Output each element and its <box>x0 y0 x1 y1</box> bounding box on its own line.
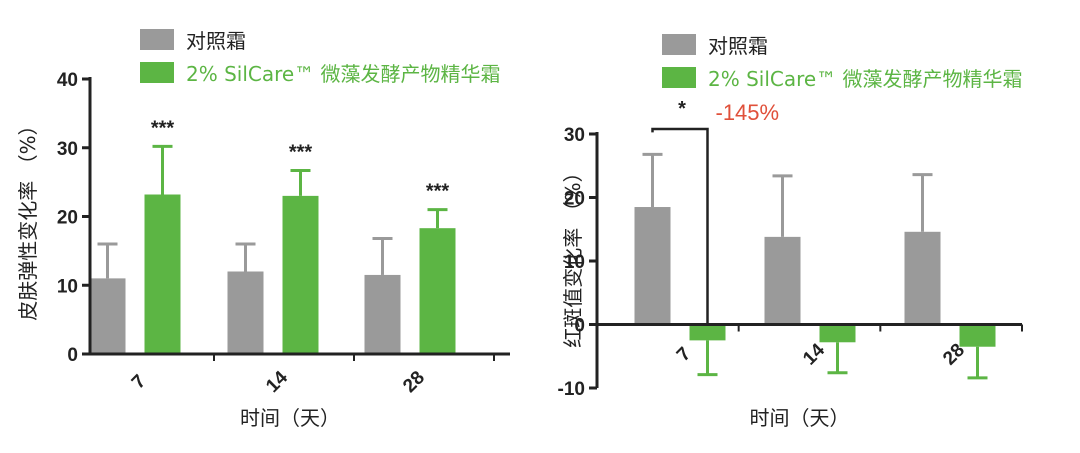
chart2-significance-label: * <box>678 98 686 120</box>
chart2-bar-treatment-14 <box>819 324 856 343</box>
chart1-bar-control-28 <box>364 274 401 354</box>
chart2-change-annotation: -145% <box>716 100 780 125</box>
chart1-y-axis-title: 皮肤弹性变化率 （%） <box>16 115 40 320</box>
chart2-y-tick-label-0: -10 <box>558 379 585 400</box>
chart2-bar-control-7 <box>634 207 671 325</box>
chart1-category-label-28: 28 <box>399 367 429 397</box>
chart2-bar-control-14 <box>764 236 801 325</box>
chart1-bar-control-14 <box>227 271 264 354</box>
chart1-category-label-7: 7 <box>128 371 150 393</box>
chart1-category-label-14: 14 <box>262 367 292 397</box>
chart1-bar-control-7 <box>89 278 126 354</box>
chart2-category-label-14: 14 <box>799 339 829 369</box>
chart2-y-axis-title: 红斑值变化率 （%） <box>561 162 585 347</box>
chart2-bar-control-28 <box>904 231 941 325</box>
chart1-significance-14: *** <box>289 141 313 163</box>
chart1-significance-7: *** <box>151 117 175 139</box>
chart1-x-axis-title: 时间（天） <box>240 406 340 430</box>
chart1-y-tick-label-0: 0 <box>67 345 78 366</box>
chart1-y-tick-label-1: 10 <box>57 276 78 297</box>
chart2-y-tick-label-1: 0 <box>574 316 585 337</box>
chart1-legend-label-1: 对照霜 <box>186 29 246 53</box>
chart1-y-tick-label-2: 20 <box>57 208 78 229</box>
chart2-legend-label-2: 2% SilCare™ 微藻发酵产物精华霜 <box>708 67 1023 91</box>
chart1-y-tick-label-3: 30 <box>57 139 78 160</box>
chart2-bar-treatment-28 <box>959 324 996 347</box>
chart2-category-label-7: 7 <box>673 343 695 365</box>
chart2-legend-label-1: 对照霜 <box>708 34 768 58</box>
chart2-legend-swatch-2 <box>662 67 696 88</box>
chart2-y-tick-label-3: 20 <box>564 189 585 210</box>
chart1-significance-28: *** <box>426 181 450 203</box>
chart1-bar-treatment-14 <box>282 195 319 354</box>
chart2-x-axis-title: 时间（天） <box>750 406 850 430</box>
chart2-y-tick-label-4: 30 <box>564 125 585 146</box>
chart1-y-tick-label-4: 40 <box>57 70 78 91</box>
chart2-legend-swatch-1 <box>662 34 696 55</box>
chart2-y-tick-label-2: 10 <box>564 252 585 273</box>
chart2-significance-bracket <box>651 127 709 325</box>
chart1-bar-treatment-28 <box>419 228 456 354</box>
chart2-bar-treatment-7 <box>689 324 726 341</box>
chart1-legend-swatch-2 <box>140 62 174 83</box>
chart1-bar-treatment-7 <box>144 194 181 354</box>
chart1-legend-label-2: 2% SilCare™ 微藻发酵产物精华霜 <box>186 62 501 86</box>
chart1-legend-swatch-1 <box>140 29 174 50</box>
